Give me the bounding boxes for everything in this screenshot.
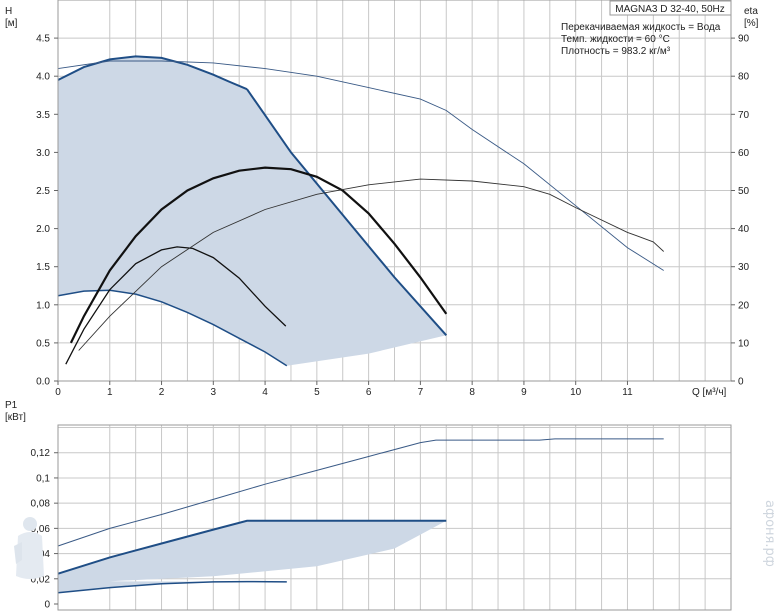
x-tick-label: 10 (570, 387, 582, 398)
top-curves (57, 60, 665, 365)
y-tick-label-right: 10 (738, 338, 750, 349)
watermark-text: афоня.рф (762, 500, 774, 567)
eta-curve-lower (78, 178, 665, 351)
y-tick-label-right: 20 (738, 300, 750, 311)
x-tick-label: 4 (262, 387, 268, 398)
y-tick-label-left: 0.0 (36, 377, 50, 388)
p1-tick-label: 0,02 (31, 574, 51, 585)
y-tick-label-left: 1.0 (36, 300, 50, 311)
left-axis-unit-h: [м] (5, 18, 18, 29)
y-tick-label-right: 60 (738, 148, 750, 159)
y-tick-label-left: 0.5 (36, 338, 50, 349)
max-flow-boundary (246, 88, 448, 336)
p1-tick-label: 0,08 (31, 499, 51, 510)
y-tick-label-right: 40 (738, 224, 750, 235)
y-tick-label-left: 4.0 (36, 72, 50, 83)
left-axis-unit-p1: [кВт] (5, 412, 26, 423)
bottom-curves (57, 438, 664, 547)
top-chart-ticks: 0 1 2 3 4 5 6 7 8 9 10 11 0.0 0.5 1.0 1.5 2.0 2.5 3.0 3.5 4.… (36, 34, 749, 398)
x-tick-label: 2 (159, 387, 165, 398)
x-tick-label: 3 (211, 387, 217, 398)
p1-tick-label: 0,1 (36, 473, 50, 484)
y-tick-label-left: 3.0 (36, 148, 50, 159)
chart-title: MAGNA3 D 32-40, 50Hz (615, 4, 725, 15)
title-box (609, 0, 732, 16)
left-axis-label-p1: P1 (5, 400, 18, 411)
right-axis-unit-eta: [%] (744, 18, 759, 29)
x-tick-label: 11 (622, 387, 633, 398)
bottom-chart-ticks: 00,020,040,060,080,10,12 (31, 448, 58, 611)
y-tick-label-left: 1.5 (36, 262, 50, 273)
info-density: Плотность = 983.2 кг/м³ (561, 46, 671, 57)
y-tick-label-right: 70 (738, 110, 750, 121)
left-axis-label-h: H (5, 6, 12, 17)
y-tick-label-left: 3.5 (36, 110, 50, 121)
right-axis-label-eta: eta (744, 6, 758, 17)
p1-tick-label: 0 (44, 600, 50, 611)
max-curve-upper (57, 55, 248, 91)
y-tick-label-right: 30 (738, 262, 750, 273)
y-tick-label-right: 50 (738, 186, 750, 197)
head-curve-reduced (65, 246, 287, 365)
y-tick-label-right: 0 (738, 377, 744, 388)
head-curve-main (69, 166, 448, 344)
watermark-mascot-icon (14, 517, 44, 579)
power-min-curve (57, 580, 287, 594)
x-tick-label: 6 (366, 387, 372, 398)
bottom-chart-frame (57, 424, 732, 611)
power-max-curve (57, 519, 447, 575)
x-axis-label-q: Q [м³/ч] (692, 387, 727, 398)
x-tick-label: 9 (521, 387, 527, 398)
y-tick-label-left: 2.5 (36, 186, 50, 197)
top-operating-region (57, 55, 448, 367)
x-tick-label: 8 (469, 387, 475, 398)
info-temperature: Темп. жидкости = 60 °C (561, 34, 670, 45)
y-tick-label-left: 4.5 (36, 34, 50, 45)
power-curve-max-flow (57, 438, 664, 547)
x-tick-label: 1 (107, 387, 113, 398)
eta-curve-upper (57, 60, 664, 271)
bottom-operating-region (57, 519, 447, 594)
y-tick-label-right: 90 (738, 34, 750, 45)
power-region-fill (58, 520, 447, 593)
info-fluid: Перекачиваемая жидкость = Вода (561, 22, 721, 33)
x-tick-label: 5 (314, 387, 320, 398)
y-tick-label-right: 80 (738, 72, 750, 83)
x-tick-label: 0 (55, 387, 61, 398)
y-tick-label-left: 2.0 (36, 224, 50, 235)
p1-tick-label: 0,06 (31, 524, 51, 535)
min-curve (57, 289, 288, 367)
p1-tick-label: 0,12 (31, 448, 51, 459)
x-tick-label: 7 (418, 387, 424, 398)
operating-region-fill (58, 56, 447, 366)
